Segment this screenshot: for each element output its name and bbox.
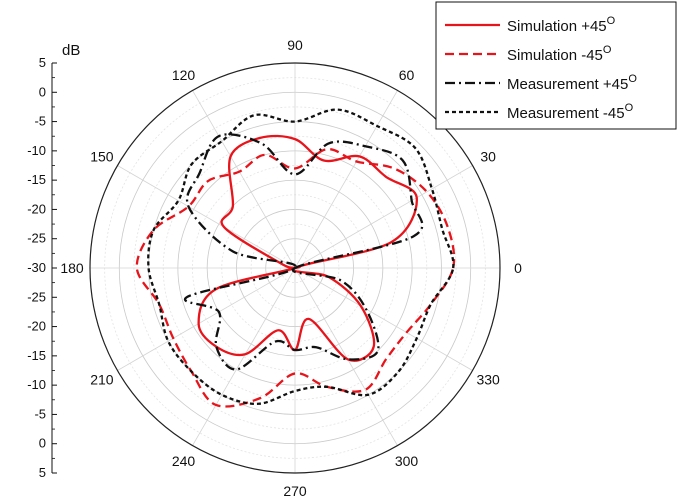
grid-spoke [117, 267, 296, 371]
angle-label: 270 [283, 483, 307, 499]
series-line-3 [183, 133, 424, 371]
angle-label: 0 [514, 260, 522, 276]
grid-spoke [294, 165, 473, 269]
polar-grid [89, 62, 501, 474]
radial-tick-label: -15 [27, 348, 46, 363]
series-line-4 [147, 108, 455, 405]
angle-label: 330 [476, 372, 500, 388]
angle-label: 300 [395, 453, 419, 469]
angle-label: 30 [480, 149, 496, 165]
grid-spoke [294, 267, 473, 371]
radial-tick-label: -5 [34, 114, 46, 129]
legend-label: Simulation -45O [507, 44, 612, 64]
legend-label: Measurement +45O [507, 73, 637, 93]
angle-label: 180 [60, 260, 84, 276]
series-group [135, 108, 456, 408]
grid-spoke [294, 90, 398, 269]
angle-label: 120 [172, 67, 196, 83]
radial-tick-label: 0 [39, 84, 46, 99]
grid-spoke [192, 90, 296, 269]
radial-tick-label: 0 [39, 436, 46, 451]
legend: Simulation +45O Simulation -45O Measuremen… [435, 1, 677, 130]
radial-tick-label: -5 [34, 406, 46, 421]
radial-tick-label: -10 [27, 143, 46, 158]
grid-spoke [294, 267, 398, 446]
legend-label: Measurement -45O [507, 102, 634, 122]
legend-box [435, 1, 677, 130]
angle-label: 90 [287, 37, 303, 53]
outer-ring [89, 62, 501, 474]
radial-unit-label: dB [62, 42, 80, 59]
radial-tick-label: -25 [27, 289, 46, 304]
angle-label: 60 [399, 67, 415, 83]
angle-label: 210 [90, 372, 114, 388]
angle-label: 240 [172, 453, 196, 469]
angle-labels: 0 30 60 90 120 150 180 210 240 270 300 330 [60, 37, 522, 499]
radial-tick-label: -10 [27, 377, 46, 392]
radial-tick-label: -15 [27, 172, 46, 187]
radial-tick-label: 5 [39, 55, 46, 70]
grid-spoke [117, 165, 296, 269]
radial-tick-label: 5 [39, 465, 46, 480]
angle-label: 150 [90, 149, 114, 165]
radial-tick-label: -20 [27, 201, 46, 216]
series-line-2 [135, 148, 456, 408]
radial-tick-label: -20 [27, 319, 46, 334]
grid-spoke [192, 267, 296, 446]
radial-tick-label: -30 [27, 260, 46, 275]
legend-label: Simulation +45O [507, 15, 616, 35]
radial-tick-label: -25 [27, 231, 46, 246]
radial-axis: 5 0 -5 -10 -15 -20 -25 -30 -25 -20 -15 -10 -5 0 5 [27, 55, 57, 480]
